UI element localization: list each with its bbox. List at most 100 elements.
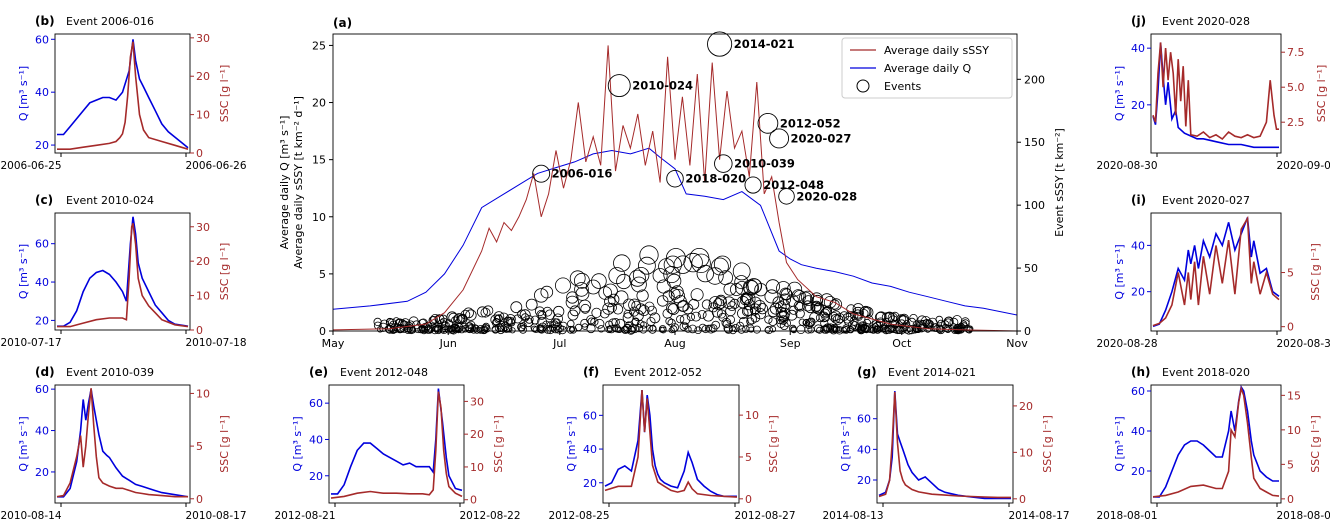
y-axis-label-right: SSC [g l⁻¹]	[1315, 65, 1328, 122]
event-point	[599, 308, 610, 319]
panel-f: 20 40 60 0 5 10 2012-08-25 2012-08-27 (f) Event 2…	[548, 365, 795, 522]
event-point	[611, 318, 620, 327]
y-tick-label-left: 40	[857, 443, 871, 456]
y-tick-label-right: 5.0	[1287, 81, 1305, 94]
event-point	[439, 325, 449, 334]
event-point	[591, 307, 602, 318]
event-label: 2014-021	[734, 37, 795, 51]
event-point	[631, 300, 642, 311]
event-label: 2012-048	[763, 178, 824, 192]
event-point	[614, 326, 622, 333]
event-point	[787, 281, 803, 297]
event-point	[435, 314, 445, 324]
event-point	[764, 289, 779, 304]
plot-frame	[54, 212, 191, 331]
event-point	[740, 292, 752, 304]
x-tick-label: 2006-06-25	[0, 160, 61, 172]
y-axis-label-left: Q [m³ s⁻¹]	[17, 66, 30, 121]
y-tick-label-left: 60	[1131, 385, 1145, 398]
x-tick-label: May	[322, 337, 345, 350]
event-point	[498, 312, 509, 323]
y-tick-label-right: 10	[196, 109, 210, 122]
event-point	[679, 322, 688, 331]
y-tick-label-left: 40	[35, 276, 49, 289]
event-point	[679, 314, 691, 325]
event-point	[809, 312, 820, 323]
x-tick-label: 2018-08-01	[1096, 510, 1157, 522]
y-tick-label-right: 0	[1287, 321, 1294, 334]
y-tick-label-right: 10	[1019, 446, 1033, 459]
event-point	[510, 301, 523, 314]
event-point	[954, 323, 964, 333]
event-point	[639, 321, 648, 329]
event-point	[658, 326, 665, 333]
event-point	[608, 318, 618, 328]
event-point	[734, 275, 749, 290]
event-point	[800, 290, 815, 304]
y-axis-label-right: SSC [g l⁻¹]	[767, 415, 780, 472]
event-point	[741, 292, 756, 306]
legend: Average daily sSSY Average daily Q Events	[841, 37, 1013, 99]
panel-h: 20 40 60 0 5 10 15 2018-08-01 2018-08-02 (h) Event…	[1096, 365, 1330, 522]
event-point	[607, 302, 617, 313]
y-tick-label-left: 20	[312, 97, 326, 110]
panel-i: 20 40 0 5 2020-08-28 2020-08-30 (i) Event 2020-…	[1096, 193, 1330, 350]
event-point	[649, 312, 661, 324]
y-tick-label-right: 5	[196, 440, 203, 453]
event-point	[776, 281, 791, 296]
y-tick-label-left: 40	[1131, 42, 1145, 55]
y-tick-label-left: 40	[1131, 239, 1145, 252]
y-tick-label-left: 15	[312, 154, 326, 167]
event-point	[718, 270, 733, 286]
series-line-sssy	[332, 45, 1018, 332]
event-point	[949, 317, 959, 327]
event-annotated	[707, 31, 733, 57]
y-axis-label-left: Q [m³ s⁻¹]	[839, 416, 852, 471]
series-line-ssc	[878, 391, 1011, 499]
panel-title: Event 2012-052	[614, 366, 702, 379]
event-point	[534, 306, 545, 317]
event-point	[587, 317, 596, 326]
event-point	[697, 309, 707, 319]
event-point	[449, 326, 458, 335]
x-tick-label: 2012-08-21	[274, 510, 335, 522]
event-point	[566, 325, 575, 334]
y-tick-label-left: 40	[309, 433, 323, 446]
event-point	[827, 323, 834, 331]
event-point	[659, 326, 667, 334]
event-point	[555, 277, 572, 294]
event-point	[951, 326, 959, 334]
event-point	[482, 324, 491, 333]
panel-b: 20 40 60 0 10 20 30 2006-06-25 2006-06-26 (b) Even…	[0, 14, 246, 172]
event-point	[682, 322, 689, 330]
y-tick-label-right: 5	[1287, 267, 1294, 280]
event-point	[602, 302, 615, 315]
event-point	[622, 298, 636, 312]
event-point	[724, 325, 733, 334]
event-point	[764, 315, 773, 324]
event-point	[937, 319, 945, 327]
event-point	[753, 299, 766, 313]
event-point	[774, 301, 787, 313]
event-point	[742, 305, 753, 317]
panel-title: Event 2020-028	[1162, 15, 1250, 28]
event-point	[878, 324, 887, 333]
y-tick-label-left: 10	[312, 211, 326, 224]
legend-swatch-events	[856, 79, 870, 93]
event-point	[778, 315, 789, 325]
event-point	[638, 256, 656, 275]
y-tick-label-left: 40	[35, 425, 49, 438]
event-point	[395, 318, 403, 327]
event-point	[574, 282, 589, 297]
event-point	[606, 326, 613, 333]
plot-frame	[602, 384, 740, 504]
event-point	[454, 323, 464, 333]
event-point	[628, 323, 638, 333]
event-point	[829, 311, 839, 322]
series-line-ssc	[1152, 385, 1280, 498]
panel-j: 20 40 2.5 5.0 7.5 2020-08-30 2020-09-02 (j) Even…	[1096, 14, 1330, 172]
y-tick-label-left: 60	[35, 383, 49, 396]
series-line-ssc	[1152, 42, 1279, 141]
event-label: 2020-028	[796, 189, 857, 203]
y-tick-label-left: 20	[583, 477, 597, 490]
